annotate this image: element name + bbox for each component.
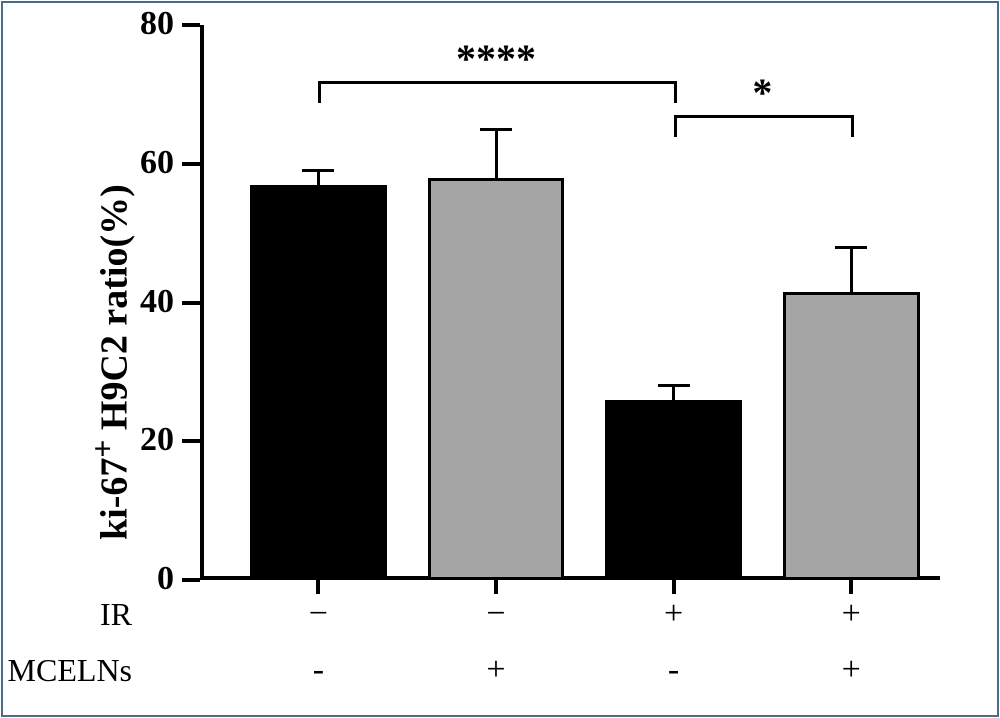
error-bar-stem [495,129,498,178]
significance-bracket-drop [674,115,677,137]
condition-cell: − [278,595,358,633]
error-bar-stem [317,171,320,185]
error-bar-cap [835,246,867,249]
error-bar-cap [658,384,690,387]
significance-bracket-drop [674,81,677,103]
y-tick-label: 40 [140,283,174,321]
y-tick [182,439,200,443]
y-tick [182,301,200,305]
error-bar-cap [302,169,334,172]
condition-cell: - [634,651,714,689]
condition-cell: − [456,595,536,633]
bar [783,292,920,580]
condition-cell: + [811,595,891,633]
condition-cell: + [634,595,714,633]
condition-cell: + [811,651,891,689]
bar [250,185,387,580]
bar [605,400,742,580]
significance-label: **** [416,35,576,82]
x-tick [494,580,498,594]
error-bar-stem [672,386,675,400]
error-bar-stem [850,247,853,292]
y-tick [182,162,200,166]
condition-row-label: IR [100,596,132,633]
condition-row-label: MCELNs [8,652,132,689]
significance-label: * [682,69,842,116]
y-axis-label: ki-67+ H9C2 ratio(%) [85,184,137,540]
y-tick-label: 80 [140,5,174,43]
condition-cell: - [278,651,358,689]
x-tick [316,580,320,594]
significance-bracket-drop [318,81,321,103]
x-tick [849,580,853,594]
y-tick-label: 0 [157,560,174,598]
y-tick [182,23,200,27]
figure-container: ki-67+ H9C2 ratio(%) 020406080*****IR−−+… [0,0,1000,718]
error-bar-cap [480,128,512,131]
condition-cell: + [456,651,536,689]
y-tick-label: 20 [140,421,174,459]
bar [428,178,565,580]
y-tick-label: 60 [140,144,174,182]
x-tick [672,580,676,594]
y-tick [182,578,200,582]
significance-bracket-drop [851,115,854,137]
